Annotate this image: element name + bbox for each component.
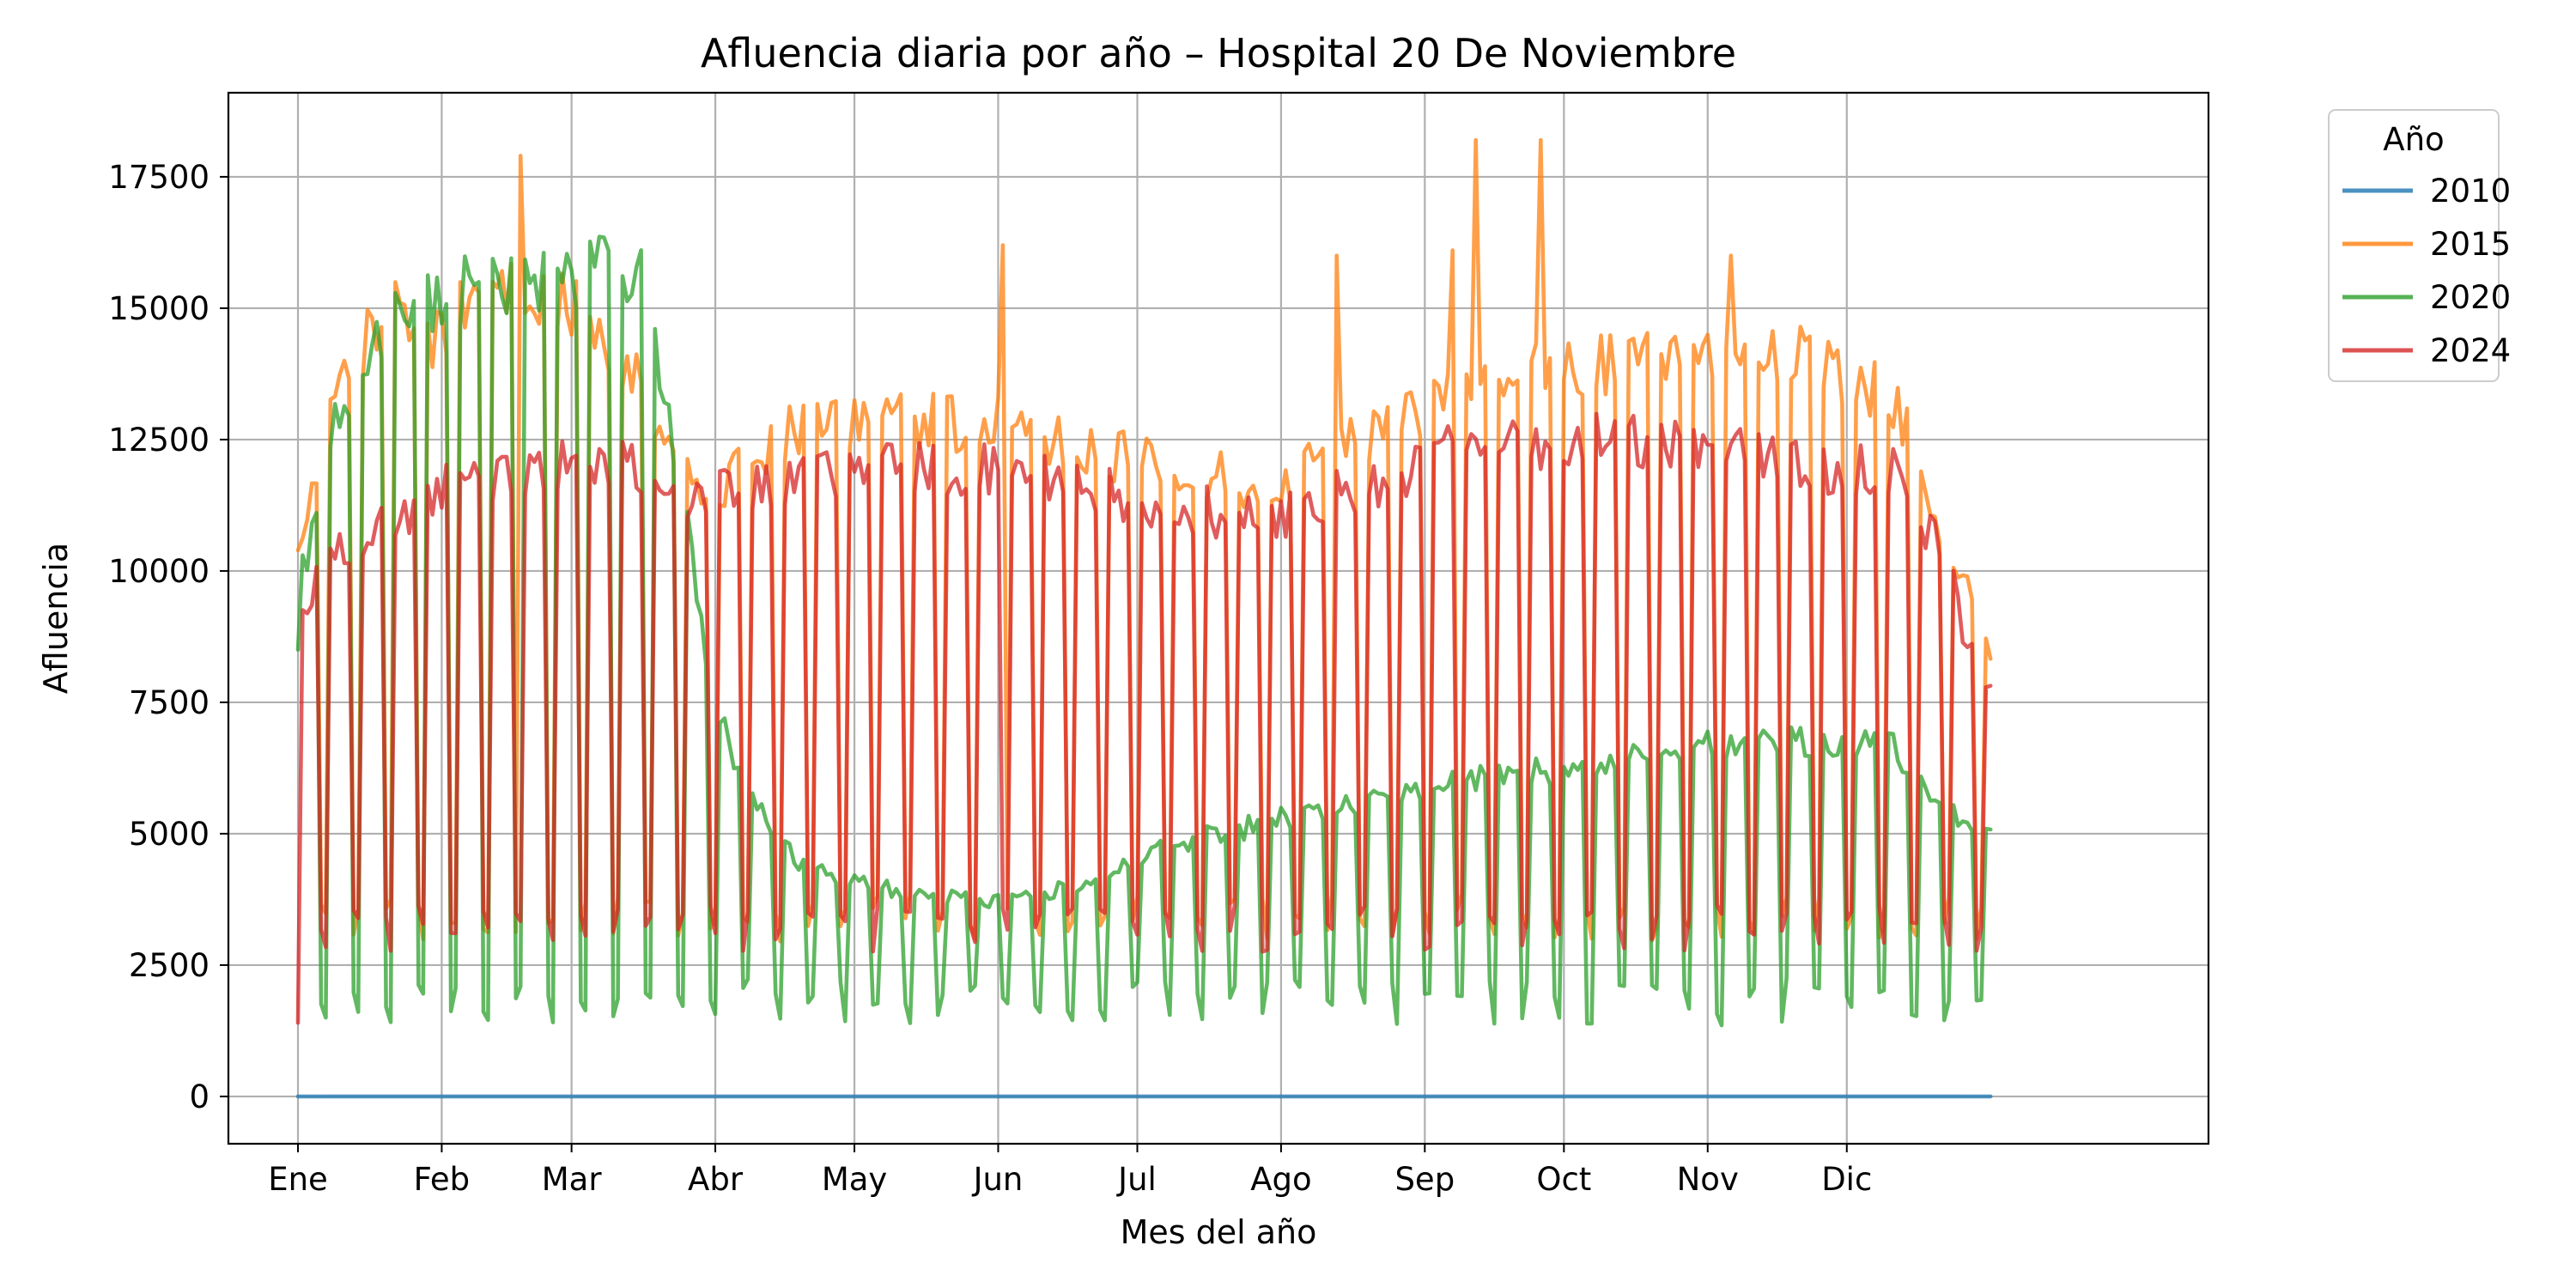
x-tick-label: Dic — [1821, 1161, 1872, 1198]
x-tick-label: Oct — [1536, 1161, 1591, 1198]
x-tick-label: Mar — [542, 1161, 603, 1198]
chart-title: Afluencia diaria por año – Hospital 20 D… — [701, 30, 1736, 76]
y-tick-label: 17500 — [108, 159, 210, 196]
series-line-2024 — [295, 411, 1993, 1025]
legend-box — [2328, 109, 2500, 382]
legend-title: Año — [2383, 121, 2444, 158]
series-line-2015 — [295, 137, 1993, 944]
y-tick-label: 5000 — [129, 816, 210, 853]
y-tick-label: 0 — [189, 1078, 210, 1115]
x-tick-label: Feb — [414, 1161, 471, 1198]
legend: Año 2010 2015 2020 2024 — [2328, 109, 2511, 382]
y-tick-label: 15000 — [108, 290, 210, 327]
y-tick-label: 2500 — [129, 947, 210, 984]
x-axis: Ene Feb Mar Abr May Jun Jul Ago Sep Oct Nov Dic — [268, 1144, 1872, 1198]
x-tick-label: Ene — [268, 1161, 328, 1198]
legend-label-2010: 2010 — [2430, 173, 2511, 210]
x-tick-label: May — [822, 1161, 888, 1198]
x-tick-label: Ago — [1250, 1161, 1311, 1198]
legend-label-2020: 2020 — [2430, 279, 2511, 316]
y-tick-label: 12500 — [108, 422, 210, 459]
x-tick-label: Nov — [1677, 1161, 1739, 1198]
x-tick-label: Jun — [972, 1161, 1024, 1198]
y-axis: 0 2500 5000 7500 10000 12500 15000 17500 — [108, 159, 228, 1115]
x-axis-label: Mes del año — [1121, 1213, 1317, 1251]
x-tick-label: Abr — [688, 1161, 744, 1198]
y-tick-label: 7500 — [129, 684, 210, 721]
y-tick-label: 10000 — [108, 553, 210, 590]
series-lines — [295, 137, 1993, 1099]
x-tick-label: Sep — [1394, 1161, 1455, 1198]
y-axis-label: Afluencia — [37, 543, 75, 694]
legend-items: 2010 2015 2020 2024 — [2342, 173, 2511, 369]
legend-label-2015: 2015 — [2430, 226, 2511, 263]
legend-label-2024: 2024 — [2430, 332, 2511, 369]
plot-frame — [227, 91, 2210, 1145]
x-tick-label: Jul — [1116, 1161, 1157, 1198]
